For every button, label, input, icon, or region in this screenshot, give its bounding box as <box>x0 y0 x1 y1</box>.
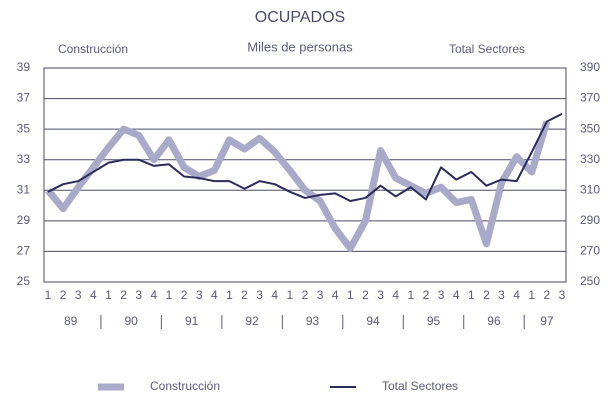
x-tick-label: 1 <box>45 288 52 302</box>
x-tick-label: 3 <box>75 288 82 302</box>
y-tick-label: 33 <box>17 152 31 166</box>
x-tick-label: 3 <box>498 288 505 302</box>
x-tick-label: 1 <box>105 288 112 302</box>
year-label: 93 <box>306 314 320 328</box>
chart-subtitle: Miles de personas <box>247 39 353 54</box>
x-tick-label: 1 <box>528 288 535 302</box>
year-label: 94 <box>366 314 380 328</box>
x-tick-label: 2 <box>181 288 188 302</box>
x-tick-label: 2 <box>544 288 551 302</box>
y-tick-label: 37 <box>17 91 31 105</box>
y-tick-label: 31 <box>17 182 31 196</box>
x-tick-label: 4 <box>150 288 157 302</box>
y2-tick-label: 270 <box>580 244 600 258</box>
y2-tick-label: 250 <box>580 274 600 288</box>
x-tick-label: 2 <box>60 288 67 302</box>
y2-tick-label: 310 <box>580 182 600 196</box>
y2-tick-label: 330 <box>580 152 600 166</box>
chart-title: OCUPADOS <box>255 9 345 26</box>
x-tick-label: 3 <box>377 288 384 302</box>
year-label: 91 <box>185 314 199 328</box>
year-label: 96 <box>487 314 501 328</box>
series-line <box>47 112 563 202</box>
x-tick-label: 1 <box>347 288 354 302</box>
y2-tick-label: 350 <box>580 121 600 135</box>
x-tick-label: 2 <box>423 288 430 302</box>
x-tick-label: 3 <box>256 288 263 302</box>
y-axis-label: Construcción <box>58 42 128 56</box>
y-tick-label: 39 <box>17 60 31 74</box>
y-tick-label: 25 <box>17 274 31 288</box>
y-tick-label: 29 <box>17 213 31 227</box>
y2-axis-label: Total Sectores <box>449 42 525 56</box>
year-label: 89 <box>64 314 78 328</box>
y2-tick-label: 370 <box>580 91 600 105</box>
x-tick-label: 3 <box>196 288 203 302</box>
x-tick-label: 4 <box>90 288 97 302</box>
x-tick-label: 3 <box>317 288 324 302</box>
x-tick-label: 2 <box>483 288 490 302</box>
x-tick-label: 4 <box>453 288 460 302</box>
y2-tick-label: 290 <box>580 213 600 227</box>
series-line <box>45 120 551 252</box>
y-tick-label: 27 <box>17 244 31 258</box>
y-tick-label: 35 <box>17 121 31 135</box>
x-tick-label: 2 <box>362 288 369 302</box>
x-tick-label: 4 <box>513 288 520 302</box>
x-tick-label: 1 <box>468 288 475 302</box>
x-tick-label: 1 <box>166 288 173 302</box>
x-tick-label: 2 <box>241 288 248 302</box>
legend-label: Construcción <box>150 379 220 393</box>
x-tick-label: 1 <box>407 288 414 302</box>
x-tick-label: 2 <box>302 288 309 302</box>
year-label: 97 <box>540 314 554 328</box>
x-tick-label: 3 <box>438 288 445 302</box>
x-tick-label: 1 <box>287 288 294 302</box>
x-tick-label: 4 <box>332 288 339 302</box>
x-tick-label: 3 <box>559 288 566 302</box>
plot-frame <box>43 67 567 283</box>
year-label: 90 <box>124 314 138 328</box>
year-label: 95 <box>427 314 441 328</box>
x-tick-label: 4 <box>211 288 218 302</box>
x-tick-label: 3 <box>135 288 142 302</box>
x-tick-label: 4 <box>392 288 399 302</box>
x-tick-label: 1 <box>226 288 233 302</box>
x-tick-label: 2 <box>120 288 127 302</box>
x-tick-label: 4 <box>271 288 278 302</box>
year-label: 92 <box>245 314 259 328</box>
legend-label: Total Sectores <box>382 379 458 393</box>
y2-tick-label: 390 <box>580 60 600 74</box>
